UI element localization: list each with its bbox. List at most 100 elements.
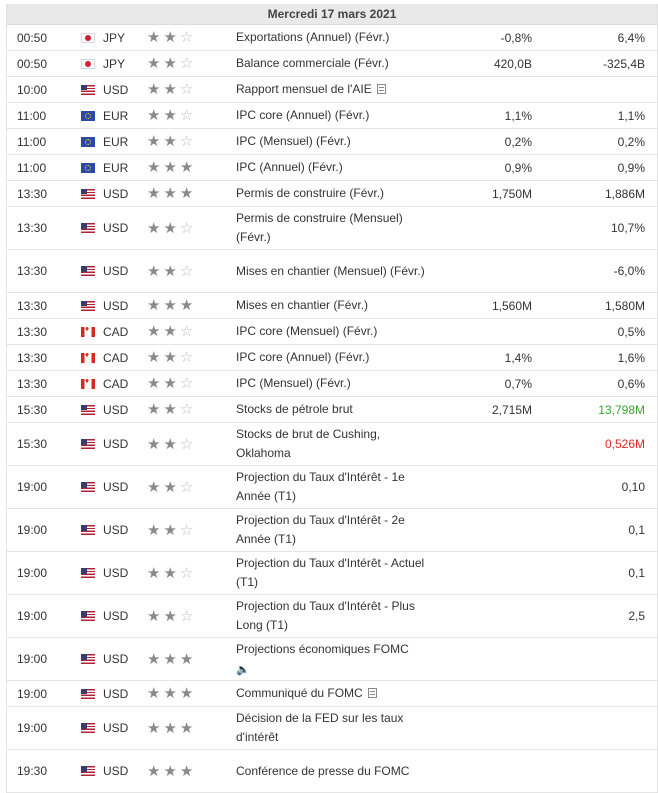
event-name[interactable]: Permis de construire (Mensuel) (Févr.): [236, 211, 403, 244]
event-name[interactable]: Projection du Taux d'Intérêt - Plus Long…: [236, 599, 415, 632]
event-row[interactable]: 19:00 USD ★ ★ ★ Projections économiques FO…: [7, 638, 657, 681]
event-name-cell: Projection du Taux d'Intérêt - 1e Année …: [236, 466, 436, 508]
event-row[interactable]: 15:30 USD ★ ★ ☆ Stocks de pétrole brut 2,7…: [7, 397, 657, 423]
event-row[interactable]: 13:30 USD ★ ★ ★ Mises en chantier (Févr.) …: [7, 293, 657, 319]
event-row[interactable]: 13:30 CAD ★★☆ IPC core (Annuel) (Févr.) …: [7, 345, 657, 371]
event-name[interactable]: Stocks de pétrole brut: [236, 402, 353, 416]
event-row[interactable]: 11:00 EUR ★ ★ ☆ IPC (Mensuel) (Févr.) 0,2%…: [7, 129, 657, 155]
currency-code: USD: [103, 523, 129, 537]
star-filled-icon: ★: [147, 606, 161, 625]
event-name-cell: Balance commerciale (Févr.): [236, 51, 436, 76]
event-name[interactable]: Projection du Taux d'Intérêt - 2e Année …: [236, 513, 405, 546]
event-name[interactable]: Permis de construire (Févr.): [236, 186, 385, 200]
star-empty-icon: ☆: [179, 80, 194, 98]
event-name[interactable]: IPC (Mensuel) (Févr.): [236, 376, 351, 390]
event-name[interactable]: Projection du Taux d'Intérêt - 1e Année …: [236, 470, 405, 503]
event-previous: 0,526M: [604, 437, 645, 451]
event-row[interactable]: 13:30 CAD ★★☆ IPC core (Mensuel) (Févr.)…: [7, 319, 657, 345]
event-row[interactable]: 15:30 USD ★ ★ ☆ Stocks de brut de Cushing,…: [7, 423, 657, 466]
event-time: 00:50: [17, 56, 48, 71]
event-row[interactable]: 19:00 USD ★ ★ ☆ Projection du Taux d'Intér…: [7, 466, 657, 509]
event-name-cell: Stocks de pétrole brut: [236, 397, 436, 422]
event-row[interactable]: 13:30 CAD ★★☆ IPC (Mensuel) (Févr.) 0,7%…: [7, 371, 657, 397]
event-name[interactable]: IPC core (Mensuel) (Févr.): [236, 324, 378, 338]
event-row[interactable]: 00:50 JPY ★ ★ ☆ Balance commerciale (Févr.…: [7, 51, 657, 77]
event-name[interactable]: Décision de la FED sur les taux d'intérê…: [236, 711, 404, 744]
event-previous: [555, 638, 645, 680]
event-name[interactable]: Exportations (Annuel) (Févr.): [236, 30, 390, 44]
star-filled-icon: ★: [147, 563, 161, 582]
event-previous: 0,6%: [617, 376, 645, 391]
currency-code: USD: [103, 566, 129, 580]
event-actual: [442, 319, 532, 344]
event-name[interactable]: Communiqué du FOMC: [236, 684, 377, 703]
event-name[interactable]: Conférence de presse du FOMC: [236, 763, 410, 778]
event-row[interactable]: 13:30 USD ★ ★ ★ Permis de construire (Févr…: [7, 181, 657, 207]
flag-usd-icon: [81, 509, 95, 551]
event-row[interactable]: 19:00 USD ★ ★ ☆ Projection du Taux d'Intér…: [7, 509, 657, 552]
event-name[interactable]: Mises en chantier (Févr.): [236, 298, 369, 312]
event-name-cell: Décision de la FED sur les taux d'intérê…: [236, 707, 436, 749]
document-icon[interactable]: [367, 688, 377, 698]
event-name[interactable]: Stocks de brut de Cushing, Oklahoma: [236, 427, 381, 460]
event-actual: [442, 509, 532, 551]
event-name[interactable]: IPC (Mensuel) (Févr.): [236, 134, 351, 148]
star-filled-icon: ★: [147, 184, 161, 202]
currency-code: USD: [103, 402, 129, 417]
event-actual: [442, 466, 532, 508]
event-name[interactable]: Projection du Taux d'Intérêt - Actuel (T…: [236, 556, 425, 589]
flag-usd-icon: [81, 423, 95, 465]
event-time: 19:00: [17, 652, 48, 666]
flag-usd-icon: [81, 681, 95, 706]
event-name[interactable]: Balance commerciale (Févr.): [236, 56, 389, 70]
star-filled-icon: ★: [147, 322, 161, 340]
star-empty-icon: ☆: [179, 348, 194, 366]
speaker-icon[interactable]: 🔈: [236, 662, 250, 676]
star-filled-icon: ★: [147, 374, 161, 392]
flag-usd-icon: [81, 77, 95, 102]
importance-stars: ★ ★ ☆: [147, 51, 207, 76]
event-name[interactable]: Projections économiques FOMC 🔈: [236, 640, 409, 679]
currency-code: CAD: [103, 324, 129, 339]
event-time: 19:00: [17, 523, 48, 537]
event-time: 10:00: [17, 82, 48, 97]
event-row[interactable]: 19:00 USD ★ ★ ★ Communiqué du FOMC: [7, 681, 657, 707]
event-row[interactable]: 13:30 USD ★ ★ ☆ Mises en chantier (Mensuel…: [7, 250, 657, 293]
star-filled-icon: ★: [163, 563, 177, 582]
importance-stars: ★ ★ ☆: [147, 25, 207, 50]
document-icon[interactable]: [376, 84, 386, 94]
star-empty-icon: ☆: [179, 218, 194, 237]
flag-cad-icon: [81, 345, 95, 370]
event-row[interactable]: 19:00 USD ★ ★ ★ Décision de la FED sur les…: [7, 707, 657, 750]
event-name-cell: Permis de construire (Mensuel) (Févr.): [236, 207, 436, 249]
importance-stars: ★ ★ ★: [147, 181, 207, 206]
star-filled-icon: ★: [147, 261, 161, 280]
event-row[interactable]: 19:30 USD ★ ★ ★ Conférence de presse du FO…: [7, 750, 657, 793]
star-filled-icon: ★: [163, 477, 177, 496]
event-name-cell: IPC core (Annuel) (Févr.): [236, 103, 436, 128]
event-time: 19:00: [17, 566, 48, 580]
event-actual: [442, 595, 532, 637]
event-time: 00:50: [17, 30, 48, 45]
event-row[interactable]: 11:00 EUR ★ ★ ★ IPC (Annuel) (Févr.) 0,9% …: [7, 155, 657, 181]
event-name-cell: Communiqué du FOMC: [236, 681, 436, 706]
event-row[interactable]: 10:00 USD ★ ★ ☆ Rapport mensuel de l'AIE: [7, 77, 657, 103]
event-row[interactable]: 19:00 USD ★ ★ ☆ Projection du Taux d'Intér…: [7, 595, 657, 638]
event-row[interactable]: 11:00 EUR ★ ★ ☆ IPC core (Annuel) (Févr.) …: [7, 103, 657, 129]
flag-eur-icon: [81, 155, 95, 180]
event-row[interactable]: 19:00 USD ★ ★ ☆ Projection du Taux d'Intér…: [7, 552, 657, 595]
event-name[interactable]: Mises en chantier (Mensuel) (Févr.): [236, 263, 425, 278]
event-row[interactable]: 13:30 USD ★ ★ ☆ Permis de construire (Mens…: [7, 207, 657, 250]
event-previous: 0,2%: [617, 134, 645, 149]
importance-stars: ★ ★ ★: [147, 155, 207, 180]
event-time: 13:30: [17, 298, 48, 313]
event-name[interactable]: IPC (Annuel) (Févr.): [236, 160, 343, 174]
event-name[interactable]: IPC core (Annuel) (Févr.): [236, 350, 370, 364]
currency-code: USD: [103, 721, 129, 735]
event-name[interactable]: Rapport mensuel de l'AIE: [236, 80, 386, 99]
star-filled-icon: ★: [163, 106, 177, 124]
event-previous: 1,1%: [617, 108, 645, 123]
event-name[interactable]: IPC core (Annuel) (Févr.): [236, 108, 370, 122]
event-row[interactable]: 00:50 JPY ★ ★ ☆ Exportations (Annuel) (Fév…: [7, 25, 657, 51]
importance-stars: ★ ★ ☆: [147, 595, 207, 637]
